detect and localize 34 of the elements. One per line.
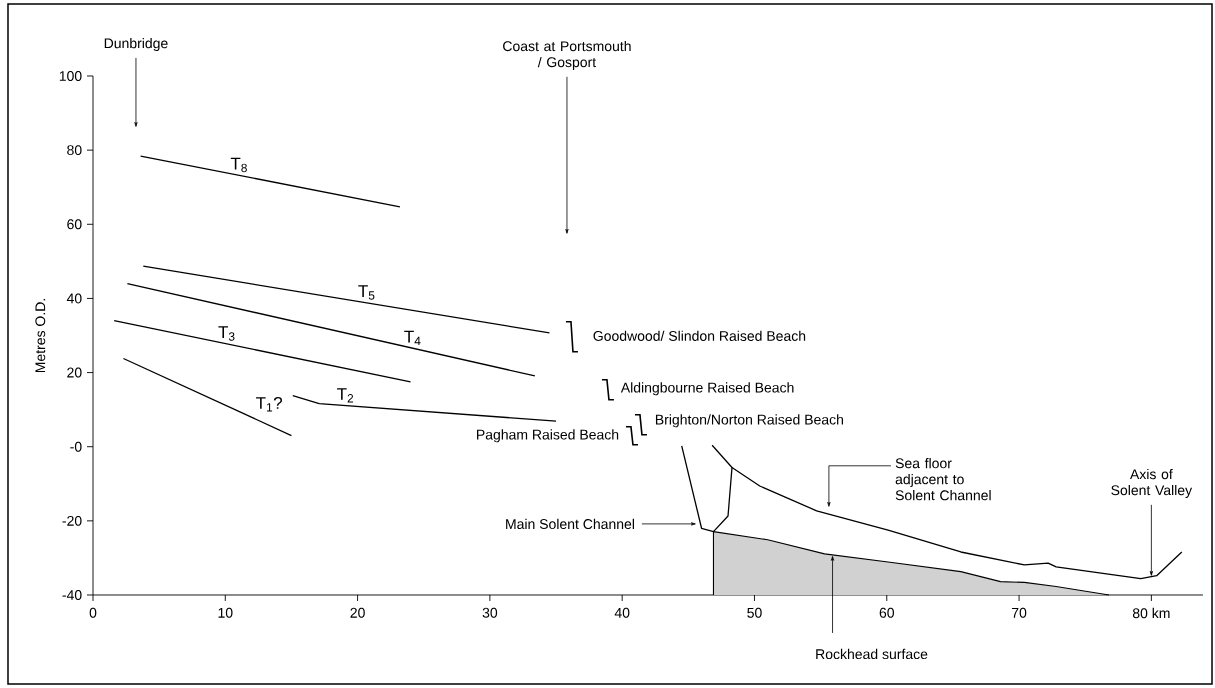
x-tick-label: 50 xyxy=(747,607,762,618)
annotation: Main Solent Channel xyxy=(506,518,634,530)
x-tick-label: 20 xyxy=(350,607,365,618)
y-tick-label: 60 xyxy=(67,219,82,230)
y-tick-label: -40 xyxy=(62,590,82,600)
x-tick-label: 40 xyxy=(614,607,630,618)
series-label: T$_{1}$? xyxy=(256,396,283,412)
series-label: T$_{8}$ xyxy=(230,157,247,173)
text: Coast at Portsmouth / Gosport xyxy=(503,40,631,70)
x-tick-label: 10 xyxy=(218,607,233,618)
y-tick-label: -20 xyxy=(62,515,82,526)
annotation: Brighton/Norton Raised Beach xyxy=(655,414,843,428)
series-label: T$_{2}$ xyxy=(337,388,354,403)
annotation: Pagham Raised Beach xyxy=(477,429,619,443)
y-tick-label: 20 xyxy=(67,367,82,378)
annotation: Aldingbourne Raised Beach xyxy=(620,382,794,396)
y-tick-label: 80 xyxy=(67,145,82,156)
y-tick-label: -0 xyxy=(70,441,82,452)
y-tick-label: 100 xyxy=(59,71,82,81)
series-label: T$_{5}$ xyxy=(358,285,375,300)
text: Dunbridge xyxy=(104,37,168,52)
x-tick-label: 0 xyxy=(89,607,97,618)
annotation: Sea floor adjacent to Solent Channel xyxy=(895,458,991,501)
annotation: Goodwood/ Slindon Raised Beach xyxy=(593,330,806,341)
x-tick-label: 70 xyxy=(1012,607,1027,618)
y-axis-title: Metres O.D. xyxy=(35,299,46,373)
x-tick-label: 60 xyxy=(879,607,895,618)
x-tick-label: 30 xyxy=(482,607,498,618)
y-tick-label: 40 xyxy=(66,293,82,304)
x-tick-label: 80 km xyxy=(1132,607,1170,619)
series-label: T$_{4}$ xyxy=(404,330,421,346)
series-label: T$_{3}$ xyxy=(218,326,235,341)
annotation: Axis of Solent Valley xyxy=(1111,468,1193,498)
annotation: Rockhead surface xyxy=(816,648,928,660)
